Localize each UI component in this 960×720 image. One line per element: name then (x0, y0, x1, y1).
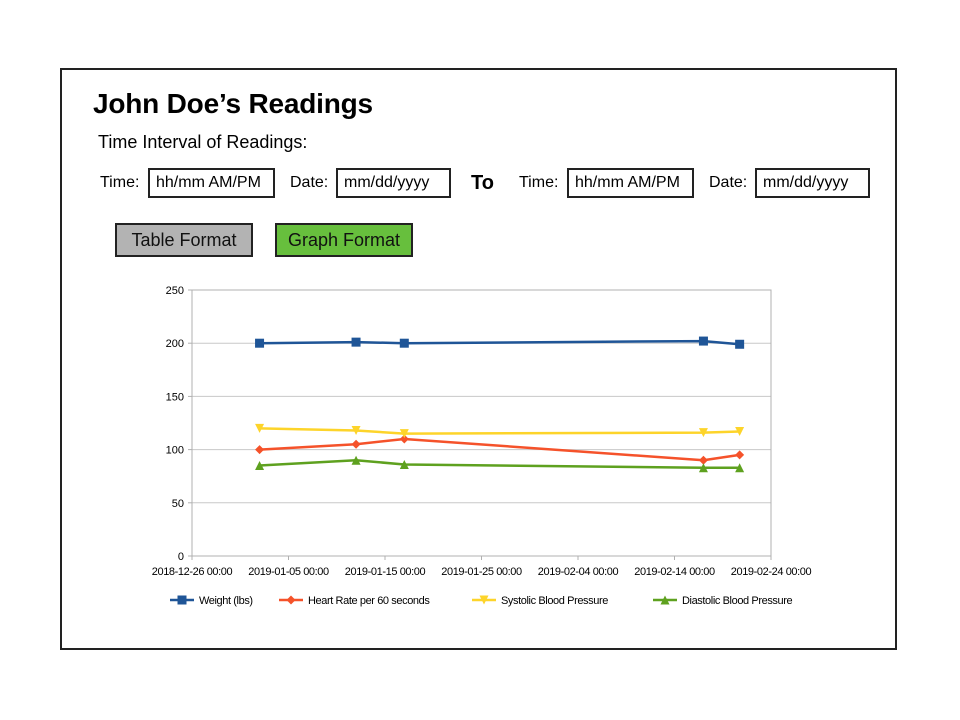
x-tick-label: 2019-02-04 00:00 (538, 566, 619, 578)
to-label: To (471, 172, 494, 194)
data-point (735, 450, 745, 460)
series-line-0 (259, 339, 740, 346)
legend-label: Systolic Blood Pressure (501, 595, 608, 607)
series-line-2 (259, 427, 740, 435)
to-date-label: Date: (709, 174, 748, 191)
y-tick-label: 200 (166, 338, 184, 350)
x-tick-label: 2019-01-25 00:00 (441, 566, 522, 578)
from-time-label: Time: (100, 174, 140, 191)
y-tick-label: 250 (166, 285, 184, 297)
data-point (351, 439, 361, 449)
legend-marker (177, 595, 187, 605)
x-tick-label: 2019-02-14 00:00 (634, 566, 715, 578)
data-point (255, 423, 265, 433)
data-point (255, 445, 265, 455)
plot-border (191, 289, 772, 557)
y-tick-label: 0 (178, 551, 184, 563)
data-point (698, 463, 708, 473)
x-tick-label: 2018-12-26 00:00 (152, 566, 233, 578)
from-time-input[interactable] (148, 168, 275, 198)
legend-label: Weight (lbs) (199, 595, 253, 607)
data-point (399, 338, 409, 348)
graph-format-button[interactable]: Graph Format (275, 223, 413, 257)
x-tick-label: 2019-02-24 00:00 (731, 566, 812, 578)
legend-marker (660, 595, 670, 605)
table-format-button[interactable]: Table Format (115, 223, 253, 257)
readings-panel: John Doe’s Readings Time Interval of Rea… (60, 68, 897, 650)
data-point (399, 434, 409, 444)
interval-heading: Time Interval of Readings: (98, 132, 308, 152)
data-point (351, 455, 361, 465)
x-tick-label: 2019-01-15 00:00 (345, 566, 426, 578)
y-tick-label: 100 (166, 445, 184, 457)
to-time-input[interactable] (567, 168, 694, 198)
legend-marker (286, 595, 296, 605)
data-point (735, 427, 745, 437)
x-tick-label: 2019-01-05 00:00 (248, 566, 329, 578)
page-title: John Doe’s Readings (93, 88, 373, 119)
to-date-input[interactable] (755, 168, 870, 198)
data-point (698, 455, 708, 465)
data-point (255, 338, 265, 348)
data-point (735, 339, 745, 349)
data-point (399, 459, 409, 469)
y-tick-label: 150 (166, 391, 184, 403)
data-point (351, 337, 361, 347)
data-point (255, 461, 265, 471)
data-point (735, 463, 745, 473)
y-tick-label: 50 (172, 498, 184, 510)
to-time-label: Time: (519, 174, 559, 191)
legend-marker (479, 595, 489, 605)
data-point (698, 336, 708, 346)
data-point (399, 429, 409, 439)
from-date-input[interactable] (336, 168, 451, 198)
readings-chart: 0 50 100 150 200 250 2018-12-26 00:00 2019-01-0… (152, 285, 812, 607)
series-line-3 (259, 458, 740, 469)
legend-label: Diastolic Blood Pressure (682, 595, 793, 607)
from-date-label: Date: (290, 174, 329, 191)
legend-label: Heart Rate per 60 seconds (308, 595, 430, 607)
data-point (698, 428, 708, 438)
data-point (351, 425, 361, 435)
